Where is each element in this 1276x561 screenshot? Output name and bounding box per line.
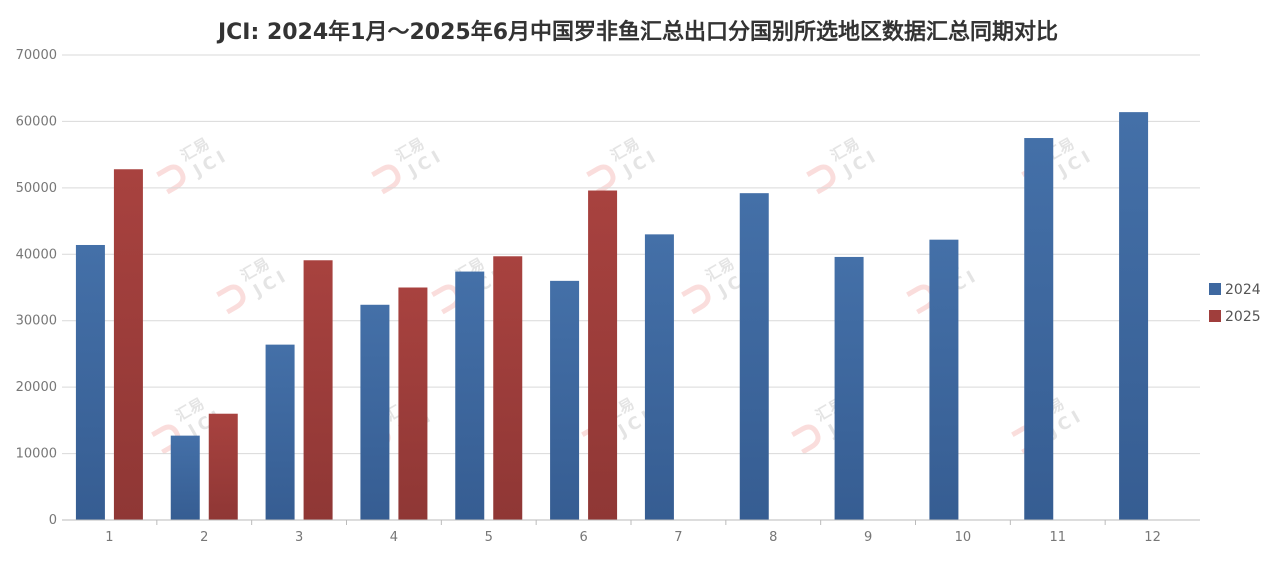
x-tick-label: 7: [674, 530, 682, 545]
bar-2025-6: [588, 190, 618, 520]
watermark-logo-icon: [586, 164, 616, 195]
x-tick-label: 1: [105, 530, 113, 545]
x-tick-label: 10: [955, 530, 972, 545]
bar-2025-3: [303, 260, 333, 520]
bar-2024-11: [1024, 138, 1054, 521]
bar-2024-12: [1119, 112, 1149, 520]
x-tick-label: 11: [1049, 530, 1066, 545]
x-tick-label: 12: [1144, 530, 1161, 545]
y-tick-label: 10000: [16, 447, 57, 462]
watermark-logo-icon: [806, 164, 836, 195]
bar-2025-5: [493, 256, 523, 520]
bar-2025-4: [398, 287, 428, 520]
bar-2024-4: [360, 304, 390, 520]
bar-2025-1: [113, 169, 143, 520]
bar-2024-2: [170, 435, 200, 520]
legend-label-2024: 2024: [1225, 282, 1261, 298]
y-tick-label: 0: [49, 513, 57, 528]
bar-2024-10: [929, 239, 959, 520]
bar-2024-3: [265, 344, 295, 520]
y-tick-label: 60000: [16, 114, 57, 129]
bar-2025-2: [208, 413, 238, 520]
watermark-logo-icon: [156, 164, 186, 195]
chart-title: JCI: 2024年1月～2025年6月中国罗非鱼汇总出口分国别所选地区数据汇总…: [217, 20, 1059, 45]
watermark-logo-icon: [216, 284, 246, 315]
x-tick-label: 5: [485, 530, 493, 545]
watermark-logo-icon: [791, 424, 821, 455]
bar-2024-5: [455, 271, 485, 520]
bar-2024-8: [739, 193, 769, 520]
legend-label-2025: 2025: [1225, 309, 1261, 325]
bar-2024-7: [644, 234, 674, 520]
y-tick-label: 40000: [16, 247, 57, 262]
y-tick-label: 20000: [16, 380, 57, 395]
x-tick-label: 2: [200, 530, 208, 545]
bars-layer: [75, 112, 1149, 521]
legend-swatch-2025: [1209, 310, 1221, 322]
y-tick-label: 70000: [16, 48, 57, 63]
bar-2024-1: [75, 244, 105, 520]
x-tick-label: 9: [864, 530, 872, 545]
legend: 2024 2025: [1209, 282, 1261, 325]
watermark-logo-icon: [681, 284, 711, 315]
bar-2024-9: [834, 256, 864, 520]
legend-swatch-2024: [1209, 283, 1221, 295]
bar-2024-6: [550, 280, 580, 520]
y-tick-label: 30000: [16, 314, 57, 329]
x-tick-label: 3: [295, 530, 303, 545]
x-tick-label: 8: [769, 530, 777, 545]
grid-lines: [62, 54, 1200, 455]
x-tick-label: 6: [579, 530, 587, 545]
y-tick-label: 50000: [16, 181, 57, 196]
watermark-logo-icon: [371, 164, 401, 195]
x-tick-label: 4: [390, 530, 398, 545]
